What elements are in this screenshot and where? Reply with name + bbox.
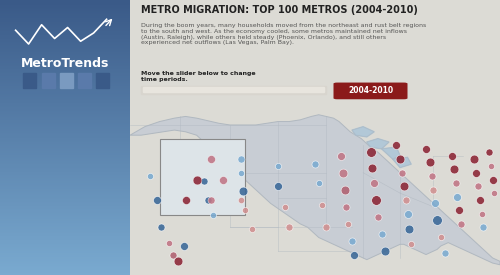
Point — [404, 211, 411, 216]
Point — [407, 242, 415, 246]
Point — [430, 188, 438, 192]
Bar — [143, 87, 324, 92]
Point — [378, 232, 386, 236]
Point — [174, 259, 182, 263]
Point — [274, 184, 282, 189]
Point — [350, 252, 358, 257]
Point — [204, 198, 212, 202]
Point — [398, 170, 406, 175]
Bar — [96, 73, 109, 88]
Point — [431, 201, 440, 206]
Point — [168, 252, 176, 257]
Point — [237, 198, 245, 202]
Point — [337, 153, 345, 158]
Point — [146, 174, 154, 178]
Polygon shape — [392, 157, 411, 167]
Point — [218, 177, 226, 182]
Point — [402, 198, 409, 202]
Bar — [160, 139, 244, 215]
Point — [470, 157, 478, 161]
Point — [318, 203, 326, 207]
Point — [237, 157, 245, 161]
Point — [248, 227, 256, 231]
Point — [478, 211, 486, 216]
Point — [152, 198, 160, 202]
Polygon shape — [352, 127, 374, 137]
Point — [368, 165, 376, 170]
Point — [433, 218, 441, 223]
Bar — [24, 73, 36, 88]
Point — [182, 198, 190, 202]
Point — [457, 222, 465, 226]
Point — [209, 213, 217, 218]
Polygon shape — [130, 115, 500, 265]
Bar — [141, 86, 326, 94]
Polygon shape — [382, 147, 400, 159]
Text: MetroTrends: MetroTrends — [21, 57, 109, 70]
Point — [208, 157, 216, 161]
Point — [180, 244, 188, 248]
Point — [344, 222, 352, 226]
Point — [192, 177, 200, 182]
Point — [480, 225, 488, 229]
Point — [400, 184, 408, 189]
Point — [208, 198, 216, 202]
Point — [392, 143, 400, 148]
Point — [454, 194, 462, 199]
Point — [428, 174, 436, 178]
Point — [348, 239, 356, 243]
Text: Move the slider below to change
time periods.: Move the slider below to change time per… — [141, 71, 256, 82]
Text: METRO MIGRATION: TOP 100 METROS (2004-2010): METRO MIGRATION: TOP 100 METROS (2004-20… — [141, 5, 418, 15]
Point — [165, 240, 173, 245]
Point — [448, 153, 456, 158]
FancyBboxPatch shape — [334, 82, 407, 99]
Point — [456, 208, 464, 212]
Point — [342, 205, 350, 209]
Point — [474, 184, 482, 189]
Point — [490, 191, 498, 195]
Point — [382, 249, 390, 253]
Point — [322, 225, 330, 229]
Point — [440, 251, 448, 255]
Point — [200, 179, 208, 183]
Point — [239, 189, 247, 194]
Point — [450, 167, 458, 172]
Point — [311, 162, 319, 166]
Point — [158, 225, 166, 229]
Point — [452, 181, 460, 185]
Text: 2004-2010: 2004-2010 — [348, 86, 393, 95]
Point — [366, 150, 374, 155]
Point — [370, 181, 378, 185]
Point — [488, 177, 496, 182]
Point — [285, 225, 293, 229]
Point — [240, 208, 248, 212]
Point — [437, 235, 445, 240]
Polygon shape — [367, 139, 389, 149]
Point — [406, 227, 413, 231]
Point — [485, 150, 493, 155]
Point — [422, 147, 430, 151]
Point — [487, 164, 495, 168]
Point — [340, 188, 348, 192]
Point — [282, 205, 290, 209]
Text: During the boom years, many households moved from the northeast and rust belt re: During the boom years, many households m… — [141, 23, 426, 45]
Point — [237, 170, 245, 175]
Point — [472, 170, 480, 175]
Point — [314, 181, 322, 185]
Point — [374, 215, 382, 219]
Bar — [78, 73, 91, 88]
Bar — [60, 73, 73, 88]
Point — [426, 160, 434, 165]
Point — [396, 157, 404, 161]
Point — [372, 198, 380, 202]
Bar — [42, 73, 54, 88]
Point — [274, 164, 282, 168]
Point — [339, 170, 347, 175]
Point — [476, 198, 484, 202]
